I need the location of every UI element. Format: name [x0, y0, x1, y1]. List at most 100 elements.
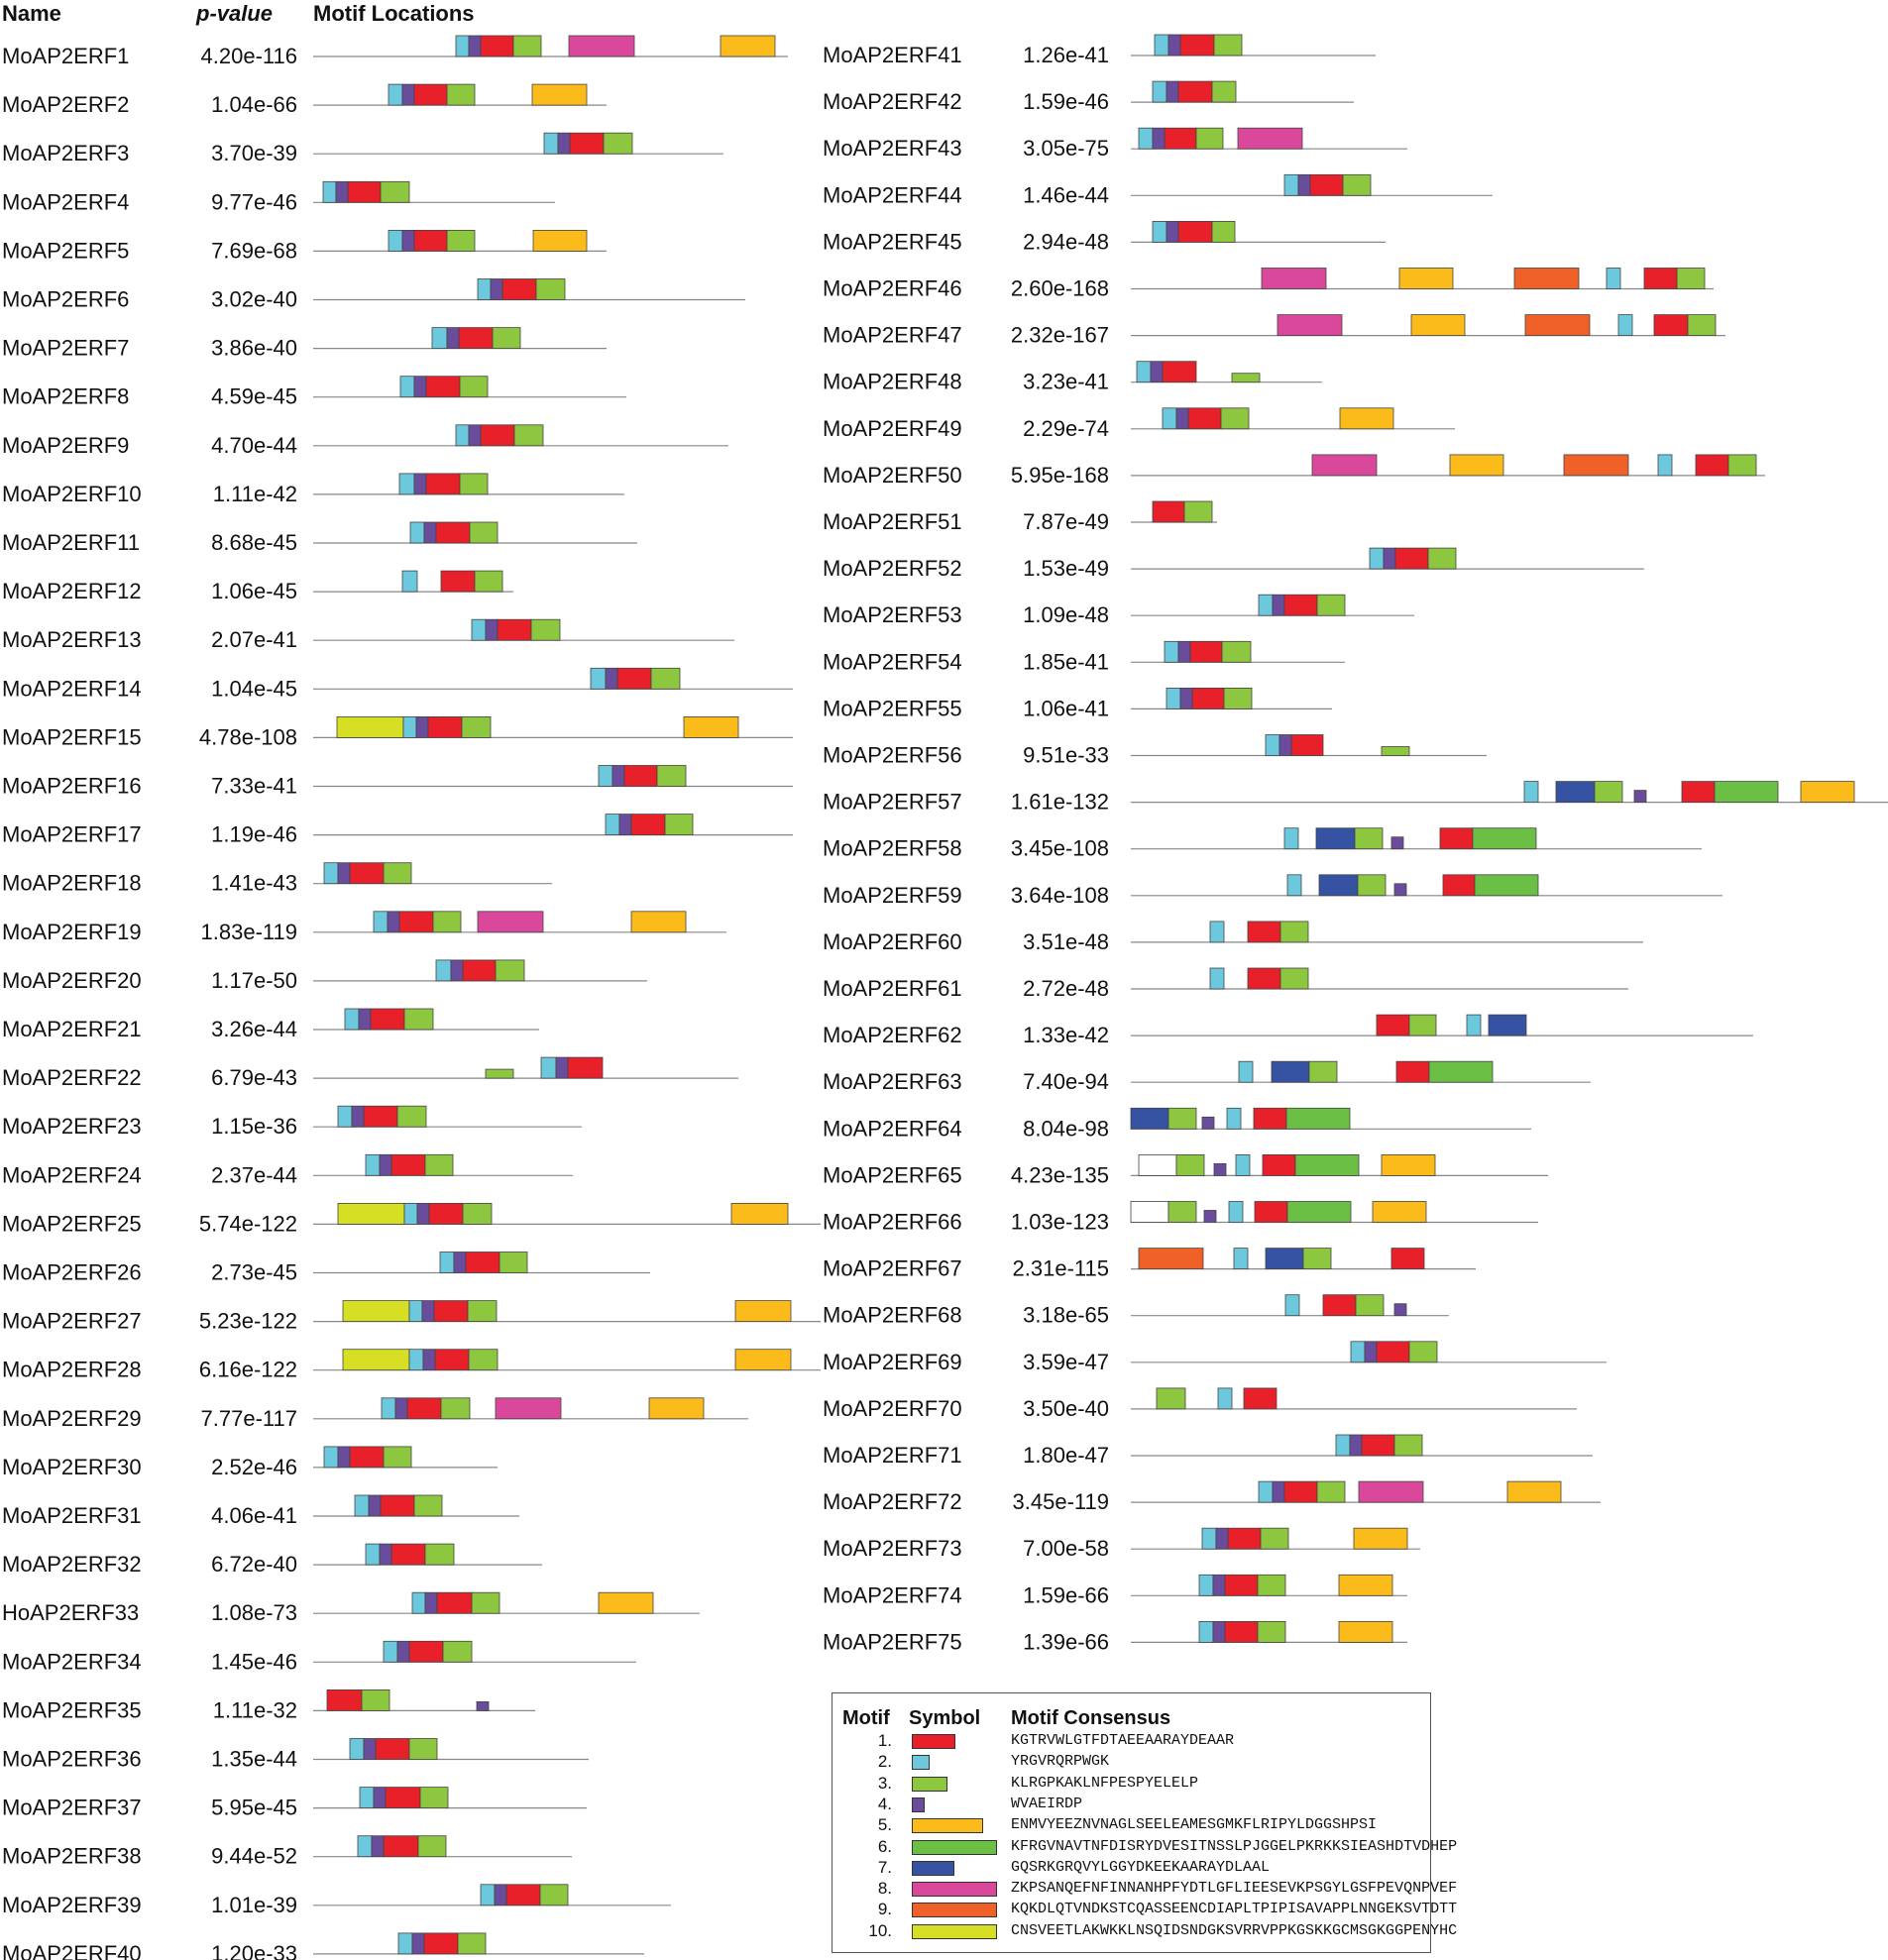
motif-3-box [461, 716, 492, 738]
motif-5-box [598, 1591, 654, 1614]
gene-name: MoAP2ERF18 [2, 871, 142, 896]
gene-pvalue: 8.04e-98 [1023, 1116, 1109, 1141]
motif-3-box [495, 959, 525, 982]
gene-pvalue: 2.31e-115 [1013, 1256, 1109, 1281]
gene-row: MoAP2ERF58 3.45e-108 [823, 827, 1702, 861]
motif-2-box [403, 1203, 418, 1225]
gene-pvalue: 7.00e-58 [1023, 1536, 1109, 1561]
motif-3-box [530, 618, 561, 641]
gene-row: MoAP2ERF11 8.68e-45 [2, 521, 637, 555]
gene-row: MoAP2ERF43 3.05e-75 [823, 127, 1407, 161]
gene-pvalue: 1.04e-66 [211, 92, 297, 117]
gene-row: MoAP2ERF7 3.86e-40 [2, 327, 607, 361]
motif-1-box [1376, 1014, 1410, 1036]
motif-8-box [495, 1397, 562, 1420]
gene-pvalue: 4.06e-41 [211, 1503, 297, 1528]
gene-name: MoAP2ERF50 [823, 463, 962, 488]
gene-name: MoAP2ERF39 [2, 1893, 142, 1917]
motif-1-box [1262, 1154, 1296, 1176]
motif-4-box [494, 1884, 507, 1906]
gene-name: MoAP2ERF38 [2, 1844, 142, 1869]
motif-3-box [1279, 967, 1309, 990]
motif-4-box [394, 1397, 408, 1420]
motif-4-box [379, 1153, 392, 1176]
motif-3-box [1175, 1154, 1205, 1176]
gene-name: MoAP2ERF4 [2, 189, 129, 214]
gene-name: MoAP2ERF62 [823, 1023, 962, 1047]
motif-4-box [1152, 127, 1166, 150]
gene-name: MoAP2ERF30 [2, 1455, 142, 1479]
gene-name: MoAP2ERF12 [2, 579, 142, 603]
legend-motif-number: 5. [877, 1815, 892, 1835]
gene-pvalue: 2.07e-41 [211, 627, 297, 652]
gene-pvalue: 1.39e-66 [1023, 1629, 1109, 1654]
motif-2-box [388, 229, 403, 252]
gene-name: MoAP2ERF51 [823, 509, 962, 534]
motif-2-box [1235, 1154, 1251, 1176]
motif-4-box [468, 424, 482, 447]
legend-consensus: KQKDLQTVNDKSTCQASSEENCDIAPLTPIPISAVAPPLN… [1011, 1901, 1458, 1918]
legend-symbol-swatch [912, 1797, 925, 1812]
gene-pvalue: 2.52e-46 [211, 1455, 297, 1479]
gene-row: MoAP2ERF48 3.23e-41 [823, 361, 1322, 394]
gene-pvalue: 1.26e-41 [1023, 43, 1109, 67]
gene-row: MoAP2ERF72 3.45e-119 [823, 1480, 1601, 1514]
motif-1-box [623, 765, 658, 787]
gene-row: MoAP2ERF26 2.73e-45 [2, 1252, 650, 1285]
motif-2-box [1152, 80, 1167, 103]
motif-1-box [398, 911, 434, 933]
motif-4-box [476, 1701, 490, 1711]
motif-3-box [1257, 1574, 1286, 1596]
motif-2-box [1226, 1107, 1242, 1130]
motif-3-box [440, 1397, 471, 1420]
motif-1-box [462, 959, 497, 982]
motif-2-box [349, 1738, 365, 1760]
legend-row: 4. WVAEIRDP [833, 1795, 1430, 1814]
motif-1-box [465, 1252, 500, 1273]
gene-name: MoAP2ERF66 [823, 1210, 962, 1235]
motif-4-box [337, 862, 351, 885]
gene-row: MoAP2ERF4 9.77e-46 [2, 180, 555, 214]
legend-row: 3. KLRGPKAKLNFPESPYELELP [833, 1774, 1430, 1794]
gene-name: MoAP2ERF35 [2, 1697, 142, 1722]
motif-3-box [1354, 827, 1384, 850]
gene-pvalue: 1.17e-50 [211, 968, 297, 993]
gene-name: MoAP2ERF28 [2, 1358, 142, 1382]
legend-consensus: YRGVRQRPWGK [1011, 1753, 1110, 1771]
gene-pvalue: 1.06e-45 [211, 579, 297, 603]
gene-pvalue: 1.33e-42 [1023, 1023, 1109, 1047]
motif-1-box [1247, 967, 1281, 990]
legend-consensus: KLRGPKAKLNFPESPYELELP [1011, 1774, 1199, 1792]
gene-name: MoAP2ERF53 [823, 602, 962, 627]
legend-motif-number: 7. [877, 1857, 892, 1877]
motif-1-box [435, 521, 471, 544]
motif-1-box [425, 473, 461, 495]
motif-3-box [1231, 373, 1261, 383]
motif-1-box [1187, 407, 1222, 430]
gene-name: MoAP2ERF3 [2, 141, 129, 165]
motif-7-box [1318, 874, 1359, 897]
legend-symbol-swatch [912, 1755, 930, 1771]
gene-name: MoAP2ERF70 [823, 1396, 962, 1421]
motif-2-box [1136, 361, 1152, 383]
motif-3-box [1393, 1434, 1423, 1457]
gene-row: MoAP2ERF17 1.19e-46 [2, 814, 793, 847]
motif-8-box [1277, 314, 1343, 337]
motif-2-box [1209, 967, 1225, 990]
legend-symbol-swatch [912, 1839, 997, 1855]
gene-name: MoAP2ERF72 [823, 1489, 962, 1514]
legend-symbol-swatch [912, 1923, 997, 1939]
motif-2-box [381, 1397, 396, 1420]
motif-4-box [351, 1105, 365, 1128]
motif-10-box [342, 1349, 410, 1371]
gene-pvalue: 1.09e-48 [1023, 602, 1109, 627]
motif-3-box [459, 473, 489, 495]
gene-pvalue: 7.33e-41 [211, 774, 297, 799]
motif-outline-box [1138, 1154, 1177, 1176]
motif-legend: Motif Symbol Motif Consensus 1. KGTRVWLGT… [832, 1692, 1457, 1953]
motif-9-box [1563, 454, 1629, 477]
motif-5-box [1353, 1527, 1408, 1550]
legend-symbol-swatch [912, 1776, 947, 1792]
gene-row: MoAP2ERF15 4.78e-108 [2, 716, 793, 749]
motif-6-box [1285, 1107, 1351, 1130]
